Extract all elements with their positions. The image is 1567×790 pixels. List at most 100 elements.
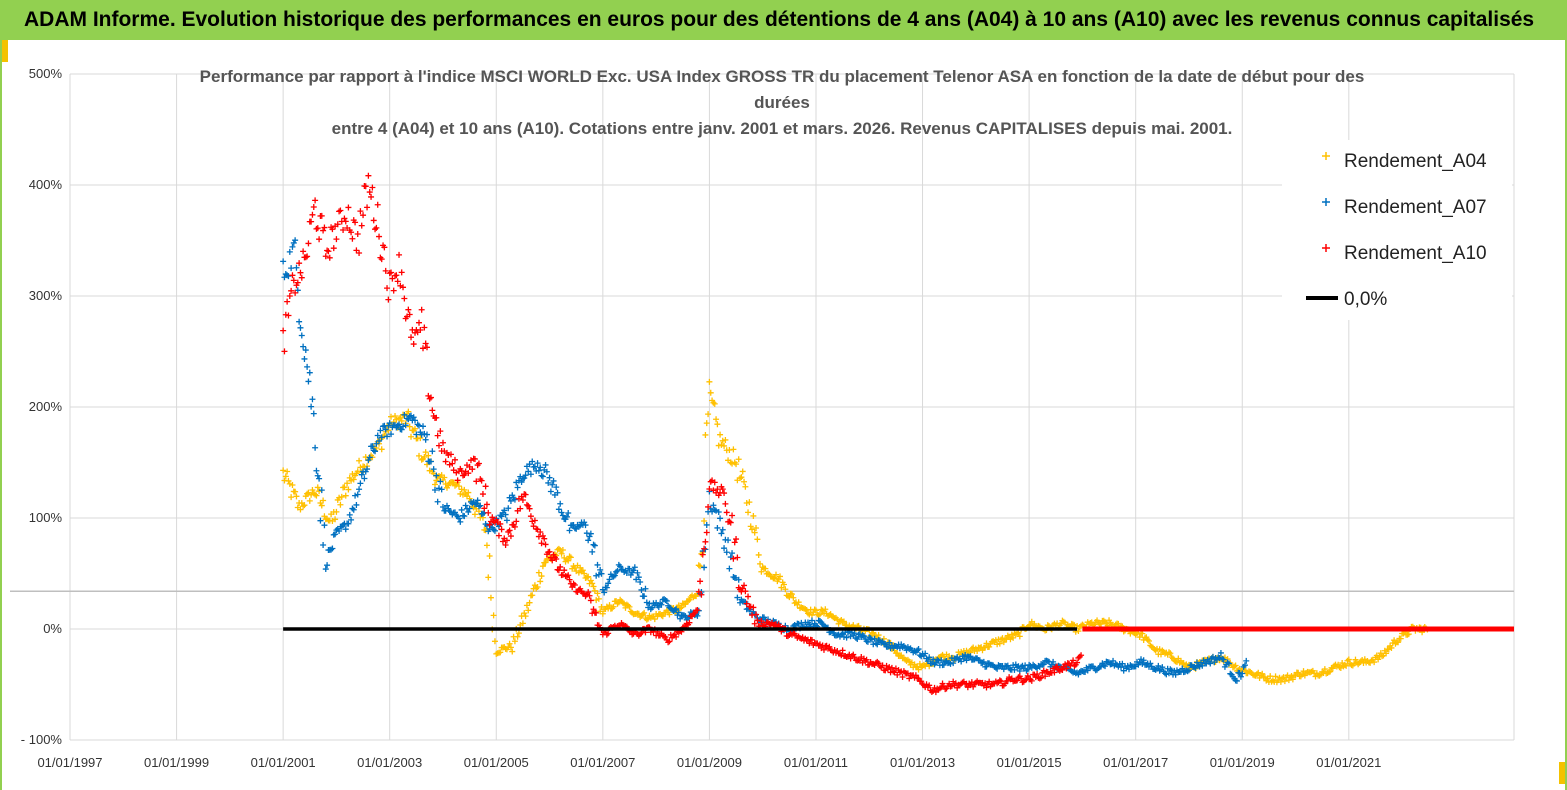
data-point [354, 491, 361, 498]
data-point [729, 512, 736, 519]
data-point [754, 617, 761, 624]
data-point [1015, 674, 1022, 681]
data-point [884, 643, 891, 650]
data-point [954, 684, 961, 691]
data-point [614, 600, 621, 607]
data-point [364, 466, 371, 473]
data-point [381, 244, 388, 251]
data-point [300, 248, 307, 255]
data-point [314, 472, 321, 479]
data-point [372, 448, 379, 455]
data-point [514, 633, 521, 640]
data-point [966, 654, 973, 661]
data-point [522, 613, 529, 620]
legend-swatch-rendement_a04 [1322, 152, 1330, 160]
data-point [939, 680, 946, 687]
data-point [354, 231, 361, 238]
data-point [408, 433, 415, 440]
data-point [1126, 666, 1133, 673]
data-point [717, 515, 724, 522]
data-point [479, 510, 486, 517]
data-point [1167, 666, 1174, 673]
data-point [309, 211, 316, 218]
data-point [543, 468, 550, 475]
data-point [398, 417, 405, 424]
data-point [799, 634, 806, 641]
data-point [284, 468, 291, 475]
data-point [1231, 663, 1238, 670]
data-point [721, 545, 728, 552]
data-point [550, 477, 557, 484]
data-point [422, 449, 429, 456]
data-point [534, 584, 541, 591]
data-point [637, 614, 644, 621]
data-point [643, 616, 650, 623]
data-point [526, 461, 533, 468]
data-point [703, 521, 710, 528]
data-point [605, 580, 612, 587]
data-point [1075, 628, 1082, 635]
data-point [518, 479, 525, 486]
data-point [1168, 654, 1175, 661]
data-point [506, 527, 513, 534]
data-point [539, 532, 546, 539]
data-point [808, 636, 815, 643]
data-point [429, 407, 436, 414]
x-tick-label: 01/01/2017 [1103, 755, 1168, 770]
data-point [349, 235, 356, 242]
data-point [501, 507, 508, 514]
data-point [1146, 638, 1152, 645]
data-point [936, 685, 943, 692]
data-point [589, 548, 596, 555]
data-point [525, 502, 532, 509]
data-point [585, 573, 592, 580]
data-point [938, 684, 945, 691]
data-point [678, 604, 685, 611]
data-point [591, 542, 598, 549]
data-point [1299, 671, 1306, 678]
data-point [1144, 636, 1151, 643]
data-point [737, 475, 744, 482]
legend-swatch-rendement_a07 [1322, 198, 1330, 206]
data-point [1227, 670, 1234, 677]
data-point [662, 634, 669, 641]
data-point [721, 442, 728, 449]
data-point [300, 343, 307, 350]
data-point [546, 548, 553, 555]
data-point [298, 274, 305, 281]
data-point [312, 491, 319, 498]
data-point [293, 264, 300, 271]
data-point [860, 633, 867, 640]
data-point [970, 644, 977, 651]
data-point [711, 400, 718, 407]
data-point [529, 518, 536, 525]
y-tick-label: 400% [29, 177, 63, 192]
data-point [443, 502, 450, 509]
y-tick-label: 200% [29, 399, 63, 414]
data-point [306, 369, 313, 376]
data-point [322, 566, 329, 573]
data-point [535, 467, 542, 474]
data-point [285, 312, 292, 319]
data-point [789, 591, 795, 598]
data-point [308, 403, 315, 410]
data-point [742, 588, 749, 595]
data-point [1331, 662, 1338, 669]
data-point [545, 479, 552, 486]
data-point [385, 296, 392, 303]
data-point [859, 632, 866, 639]
data-point [638, 586, 645, 593]
data-point [538, 472, 545, 479]
data-point [899, 674, 906, 681]
data-point [1071, 663, 1078, 670]
data-point [1185, 667, 1192, 674]
data-point [337, 501, 344, 508]
data-point [321, 224, 328, 231]
data-point [1261, 674, 1268, 681]
data-point [1184, 668, 1191, 675]
data-point [1255, 669, 1262, 676]
data-point [490, 526, 497, 533]
data-point [643, 599, 650, 606]
data-point [686, 596, 693, 603]
data-point [357, 208, 364, 215]
